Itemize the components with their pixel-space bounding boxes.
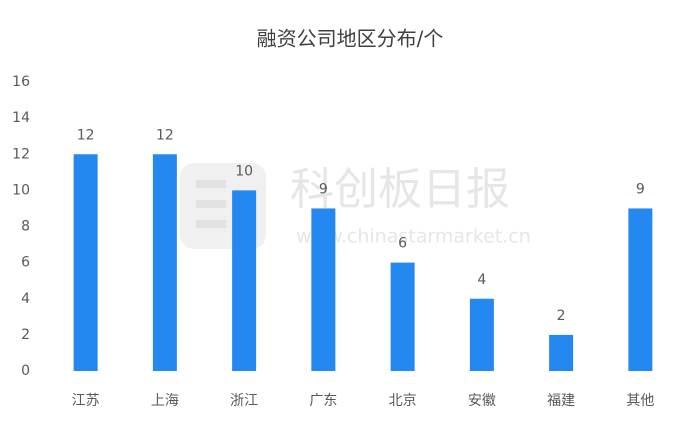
data-label: 4 (477, 272, 486, 288)
y-tick-label: 10 (12, 182, 30, 198)
bar (73, 154, 98, 371)
data-label: 9 (319, 181, 328, 197)
y-tick-label: 6 (21, 255, 30, 271)
data-label: 6 (398, 236, 407, 252)
bar (469, 298, 494, 371)
x-tick-label: 浙江 (230, 393, 258, 409)
x-tick-label: 江苏 (72, 393, 100, 409)
y-tick-label: 4 (21, 291, 30, 307)
y-tick-label: 14 (12, 110, 30, 126)
bar (311, 208, 336, 371)
y-tick-label: 2 (21, 327, 30, 343)
y-tick-label: 16 (12, 74, 30, 90)
bar (152, 154, 177, 371)
bar (390, 262, 415, 371)
chart-title: 融资公司地区分布/个 (257, 27, 444, 51)
bar (628, 208, 653, 371)
data-label: 2 (557, 308, 566, 324)
x-tick-label: 福建 (547, 393, 575, 409)
data-label: 12 (156, 127, 174, 143)
x-tick-label: 其他 (626, 393, 654, 409)
bar (549, 334, 574, 371)
watermark-url: www.chinastarmarket.cn (296, 226, 531, 248)
x-tick-label: 上海 (151, 393, 179, 409)
y-tick-label: 8 (21, 219, 30, 235)
x-tick-label: 安徽 (468, 393, 496, 409)
data-label: 10 (235, 163, 253, 179)
data-label: 9 (636, 181, 645, 197)
y-tick-label: 0 (21, 363, 30, 379)
x-tick-label: 广东 (309, 393, 337, 409)
data-label: 12 (77, 127, 95, 143)
bar (232, 190, 257, 371)
y-tick-label: 12 (12, 146, 30, 162)
watermark: 科创板日报 (290, 164, 510, 215)
x-tick-label: 北京 (389, 393, 417, 409)
